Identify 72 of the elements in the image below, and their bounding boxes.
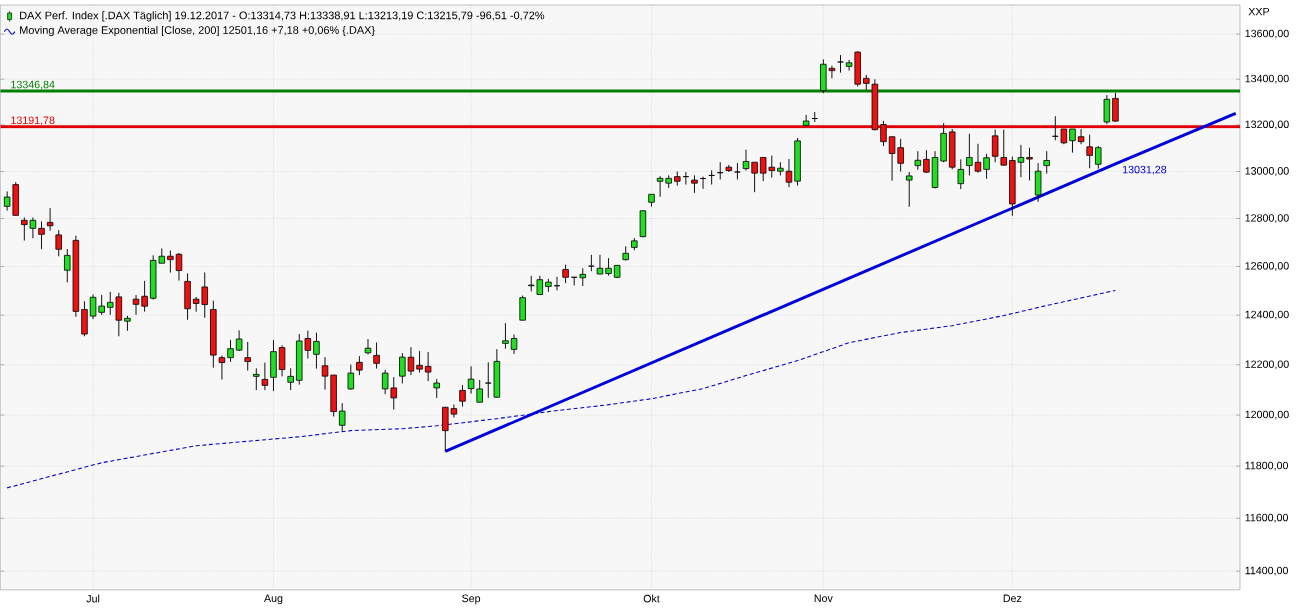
- candlestick: [914, 150, 922, 171]
- candlestick: [278, 344, 286, 377]
- y-tick-label: 12400,00: [1245, 310, 1289, 320]
- candlestick: [1043, 150, 1050, 175]
- candlestick: [519, 295, 526, 321]
- candlestick: [588, 254, 595, 272]
- y-tick-label: 12000,00: [1245, 410, 1289, 420]
- y-tick-label: 13000,00: [1245, 167, 1289, 177]
- candlestick: [485, 362, 492, 399]
- candlestick: [261, 362, 269, 391]
- candlestick: [459, 384, 466, 408]
- line-series: [6, 290, 1116, 489]
- y-axis-title: XXP: [1248, 8, 1270, 16]
- candlestick: [373, 342, 380, 370]
- candlestick: [906, 171, 913, 208]
- candlestick: [1026, 147, 1033, 182]
- y-tick-label: 11800,00: [1245, 461, 1288, 471]
- candlestick: [1000, 129, 1007, 167]
- ref-line-label: 13346,84: [11, 80, 55, 90]
- y-tick-label: 13200,00: [1245, 120, 1289, 130]
- candlestick: [1077, 128, 1085, 145]
- candlestick: [880, 120, 887, 147]
- candlestick: [510, 334, 518, 355]
- candlestick: [227, 339, 234, 363]
- candlestick: [244, 341, 251, 372]
- candlestick: [424, 351, 432, 382]
- candlestick: [1069, 128, 1076, 154]
- candlestick: [356, 355, 363, 376]
- candlestick: [38, 221, 45, 250]
- y-tick-label: 12600,00: [1245, 262, 1289, 272]
- candlestick: [433, 378, 440, 399]
- candlestick: [983, 153, 990, 180]
- candlestick: [1112, 92, 1119, 123]
- candlestick: [347, 364, 355, 391]
- candlestick: [957, 159, 965, 190]
- candlestick: [751, 161, 758, 193]
- candlestick: [287, 368, 294, 391]
- candlestick: [55, 229, 62, 257]
- ref-line-label: 13191,78: [11, 116, 55, 126]
- x-tick-label: Nov: [814, 594, 833, 603]
- candlestick: [253, 368, 260, 391]
- candlestick: [1034, 162, 1042, 203]
- candlestick: [1095, 145, 1102, 170]
- y-tick-label: 11400,00: [1245, 566, 1288, 576]
- candlestick: [837, 54, 844, 74]
- legend-label: DAX Perf. Index [.DAX Täglich] 19.12.2017 - O:13314,73 H:13338,91 L:13213,19 C:13215,79 -96,51 -0,72%: [20, 11, 545, 22]
- candlestick: [1086, 134, 1093, 169]
- y-tick-label: 12200,00: [1245, 360, 1289, 370]
- data-label: 13031,28: [1123, 165, 1167, 175]
- candlestick: [734, 162, 741, 181]
- x-tick-label: Dez: [1003, 594, 1022, 603]
- candlestick: [802, 114, 810, 127]
- candlestick: [1103, 94, 1111, 125]
- candlestick: [742, 149, 750, 172]
- y-tick-label: 13400,00: [1245, 74, 1289, 84]
- y-tick-label: 12800,00: [1245, 214, 1289, 224]
- candlestick: [502, 322, 509, 350]
- candlestick: [562, 264, 569, 284]
- candlestick: [416, 350, 423, 374]
- candlestick: [46, 207, 54, 232]
- candlestick: [991, 129, 999, 163]
- candlestick: [218, 355, 226, 381]
- candlestick: [313, 332, 320, 370]
- y-tick-label: 11600,00: [1245, 513, 1288, 523]
- x-tick-label: Sep: [462, 594, 481, 605]
- x-tick-label: Jul: [86, 594, 100, 603]
- candlestick: [596, 254, 604, 275]
- x-tick-label: Aug: [264, 594, 283, 605]
- legend-label: Moving Average Exponential [Close, 200] 12501,16 +7,18 +0,06% {.DAX}: [20, 26, 375, 37]
- y-tick-label: 13600,00: [1245, 29, 1289, 39]
- candlestick: [338, 402, 346, 433]
- x-tick-label: Okt: [643, 594, 660, 603]
